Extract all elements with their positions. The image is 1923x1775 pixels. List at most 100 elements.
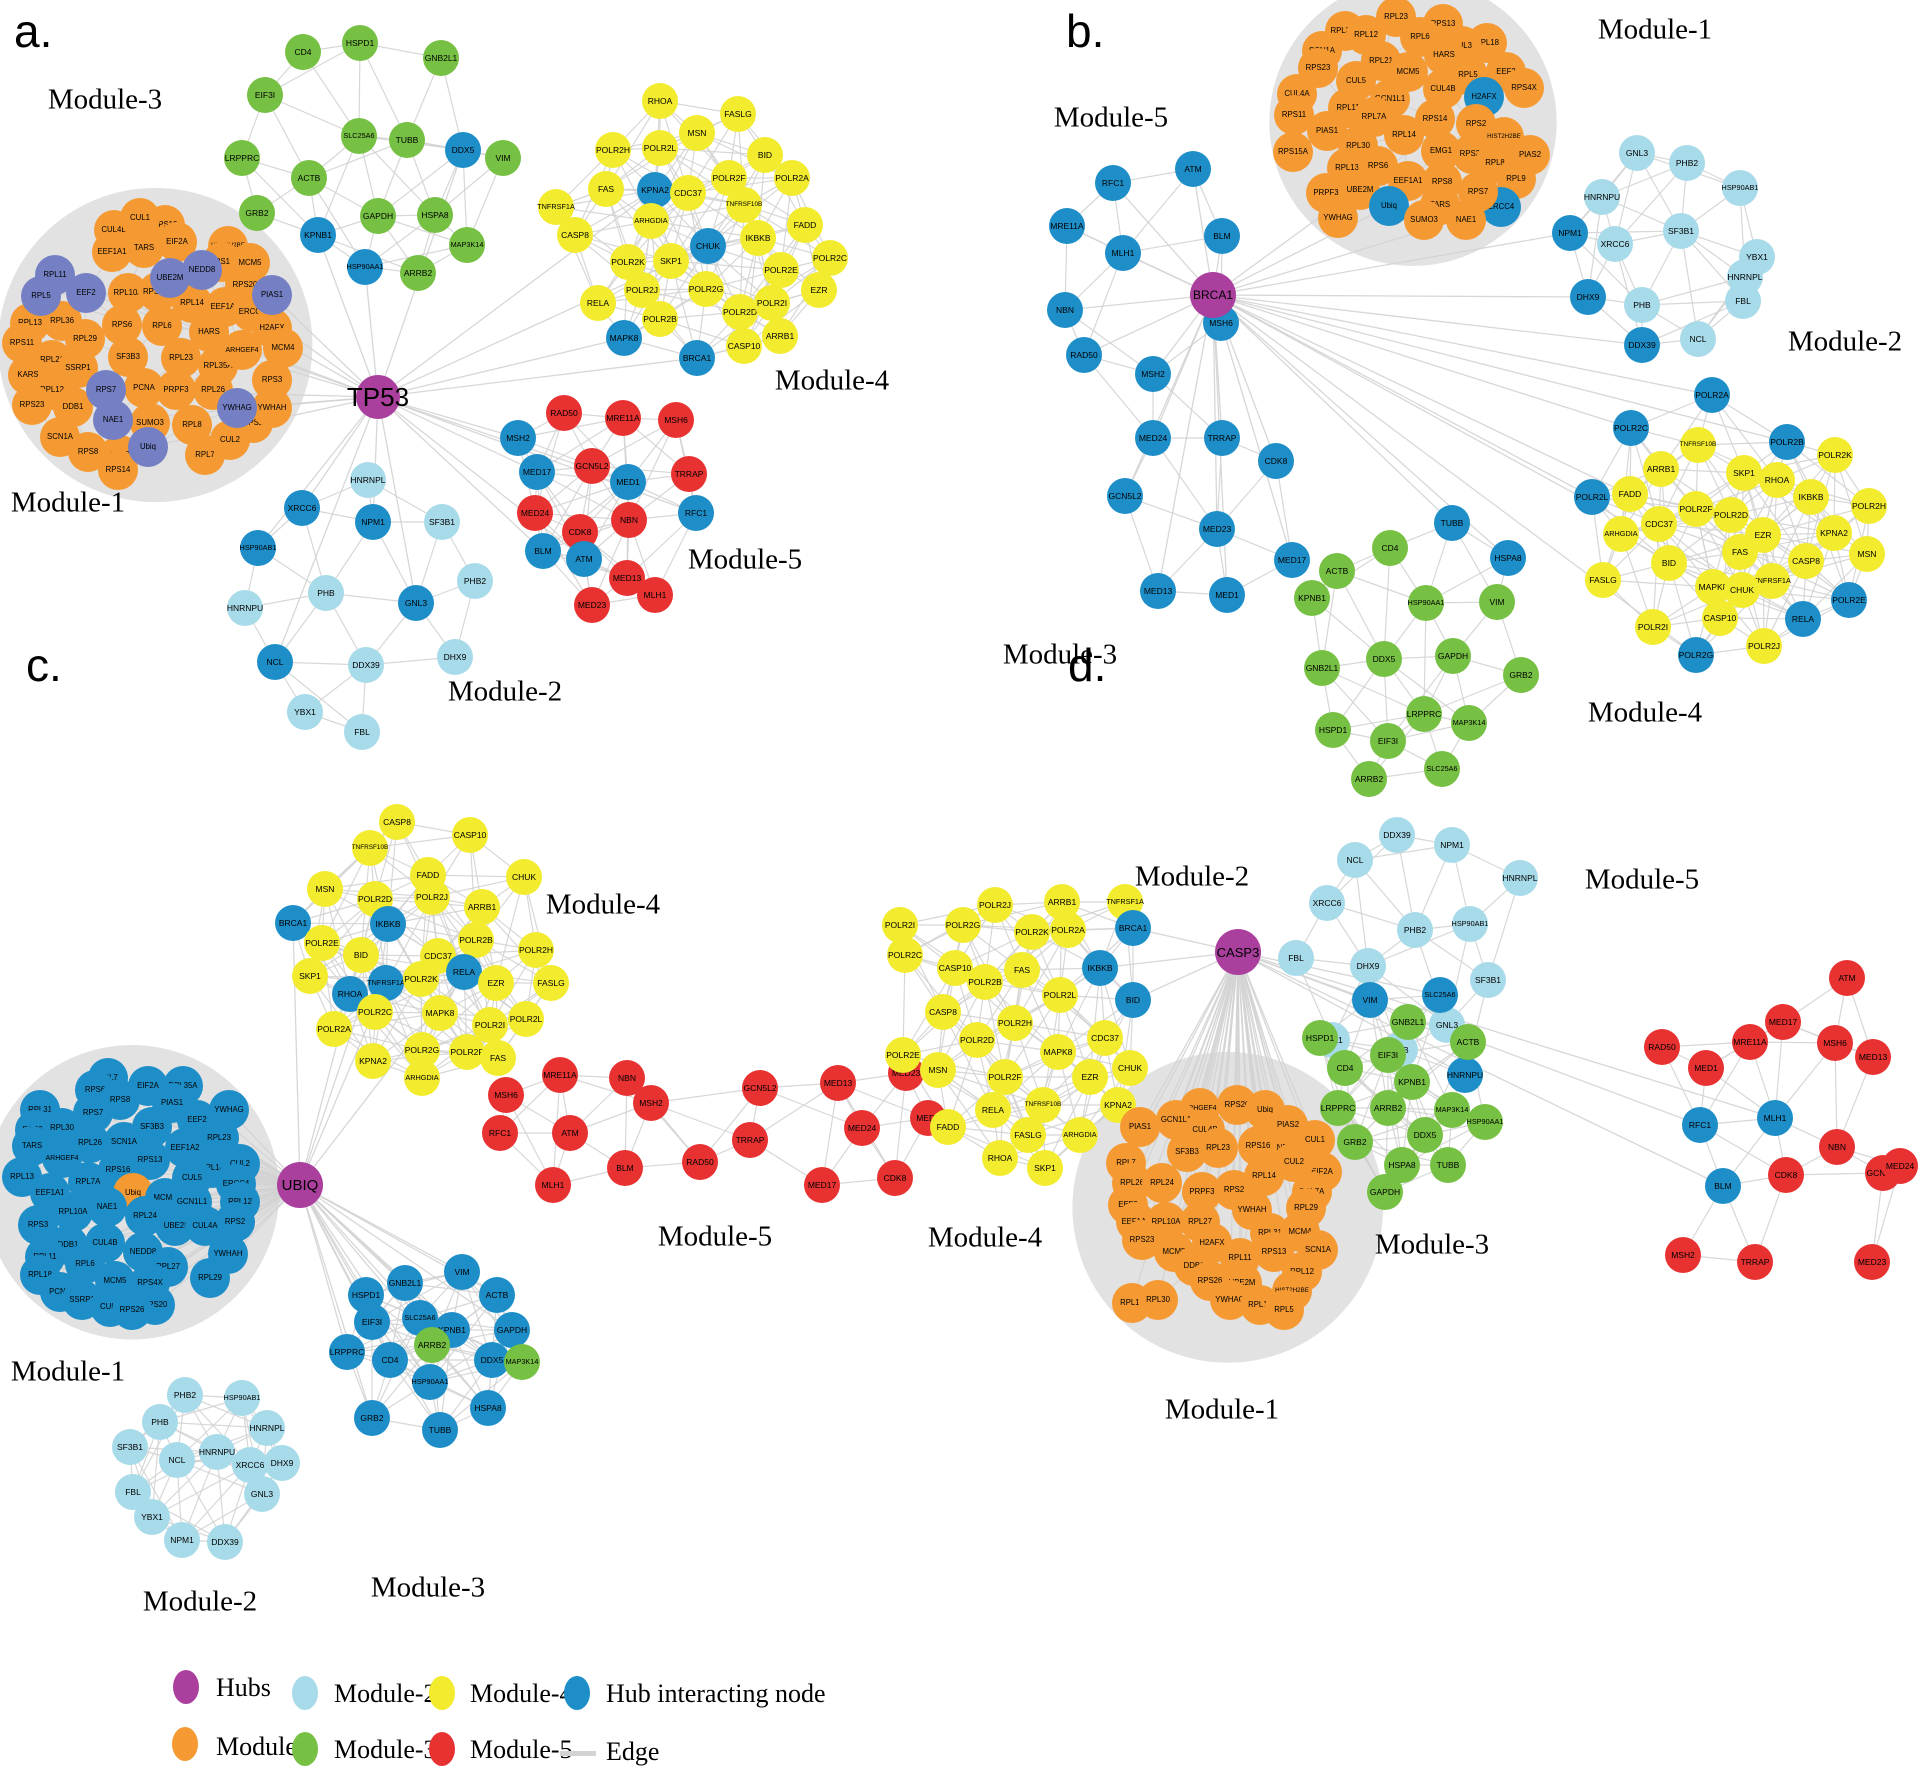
node-ncl: NCL: [257, 644, 293, 680]
node-arrb1: ARRB1: [762, 318, 798, 354]
node-polr2e: POLR2E: [763, 252, 799, 288]
node-mre11a: MRE11A: [1049, 208, 1085, 244]
node-map3k14: MAP3K14: [449, 227, 485, 263]
module-title-b-module-5: Module-5: [1053, 101, 1169, 134]
module-title-d-module-1: Module-1: [1164, 1393, 1280, 1426]
node-med13: MED13: [609, 560, 645, 596]
node-sf3b1: SF3B1: [112, 1429, 148, 1465]
node-med17: MED17: [1765, 1004, 1801, 1040]
node-mapk8: MAPK8: [422, 995, 458, 1031]
node-ncl: NCL: [159, 1442, 195, 1478]
node-med23: MED23: [574, 587, 610, 623]
node-polr2b: POLR2B: [458, 922, 494, 958]
node-blm: BLM: [607, 1150, 643, 1186]
edge: [670, 260, 782, 271]
module-title-b-module-2: Module-2: [1787, 325, 1903, 358]
node-vim: VIM: [485, 140, 521, 176]
node-nbn: NBN: [1819, 1129, 1855, 1165]
node-npm1: NPM1: [1552, 215, 1588, 251]
edge: [1212, 294, 1713, 396]
node-phb2: PHB2: [167, 1377, 203, 1413]
node-dhx9: DHX9: [437, 639, 473, 675]
node-vim: VIM: [444, 1254, 480, 1290]
node-mlh1: MLH1: [1105, 235, 1141, 271]
node-sf3b1: SF3B1: [424, 504, 460, 540]
node-arhgdia: ARHGDIA: [1603, 516, 1639, 552]
module-title-a-module-2: Module-2: [447, 675, 563, 708]
edge: [377, 337, 625, 398]
node-lrpprc: LRPPRC: [224, 140, 260, 176]
node-slc25a6: SLC25A6: [341, 118, 377, 154]
node-polr2c: POLR2C: [1613, 410, 1649, 446]
node-trrap: TRRAP: [1737, 1244, 1773, 1280]
node-trrap: TRRAP: [671, 456, 707, 492]
node-gnl3: GNL3: [244, 1476, 280, 1512]
node-rfc1: RFC1: [678, 495, 714, 531]
node-med23: MED23: [1199, 511, 1235, 547]
node-hnrnpu: HNRNPU: [227, 590, 263, 626]
legend-label-hubs: Hubs: [216, 1673, 271, 1702]
edge: [1112, 182, 1214, 296]
node-gcn5l2: GCN5L2: [574, 448, 610, 484]
node-mre11a: MRE11A: [1732, 1024, 1768, 1060]
node-brca1: BRCA1: [1115, 910, 1151, 946]
node-gapdh: GAPDH: [1367, 1174, 1403, 1210]
edge: [1237, 951, 1441, 996]
module-title-c-module-1: Module-1: [10, 1355, 126, 1388]
node-chuk: CHUK: [690, 228, 726, 264]
edge: [1212, 294, 1453, 524]
node-chuk: CHUK: [506, 859, 542, 895]
node-lrpprc: LRPPRC: [1406, 696, 1442, 732]
module-title-a-module-3: Module-3: [47, 83, 163, 116]
edge: [377, 396, 519, 439]
node-slc25a6: SLC25A6: [1424, 751, 1460, 787]
node-med23: MED23: [1854, 1244, 1890, 1280]
node-mlh1: MLH1: [637, 577, 673, 613]
panel-letter-d: d.: [1068, 639, 1107, 691]
node-rad50: RAD50: [1644, 1029, 1680, 1065]
node-polr2a: POLR2A: [1050, 912, 1086, 948]
panel-letter-a: a.: [14, 5, 53, 57]
node-hsp90ab1: HSP90AB1: [1452, 906, 1488, 942]
node-hspa8: HSPA8: [417, 197, 453, 233]
legend-label-module-4: Module-4: [470, 1679, 573, 1708]
edge: [377, 357, 698, 398]
node-polr2h: POLR2H: [518, 932, 554, 968]
node-xrcc6: XRCC6: [1597, 226, 1633, 262]
node-nbn: NBN: [609, 1060, 645, 1096]
node-med1: MED1: [1209, 577, 1245, 613]
node-bid: BID: [343, 937, 379, 973]
node-xrcc6: XRCC6: [284, 490, 320, 526]
legend-label-module-2: Module-2: [334, 1679, 437, 1708]
edge: [299, 1184, 348, 1353]
node-arhgdia: ARHGDIA: [633, 203, 669, 239]
node-polr2g: POLR2G: [945, 907, 981, 943]
node-msh6: MSH6: [488, 1077, 524, 1113]
node-npm1: NPM1: [355, 504, 391, 540]
node-atm: ATM: [1829, 960, 1865, 996]
edge: [1237, 951, 1316, 1141]
node-mre11a: MRE11A: [605, 400, 641, 436]
node-fadd: FADD: [1612, 476, 1648, 512]
module-title-b-module-4: Module-4: [1587, 696, 1703, 729]
node-npm1: NPM1: [164, 1522, 200, 1558]
node-tubb: TUBB: [422, 1412, 458, 1448]
node-med13: MED13: [1140, 573, 1176, 609]
node-casp8: CASP8: [1788, 543, 1824, 579]
node-hsp90ab1: HSP90AB1: [240, 530, 276, 566]
edge: [1124, 294, 1214, 497]
node-cd4: CD4: [285, 34, 321, 70]
node-trrap: TRRAP: [732, 1122, 768, 1158]
node-gapdh: GAPDH: [360, 198, 396, 234]
node-casp8: CASP8: [379, 804, 415, 840]
node-med24: MED24: [1882, 1148, 1918, 1184]
node-msh2: MSH2: [1135, 356, 1171, 392]
node-arrb2: ARRB2: [1370, 1090, 1406, 1126]
node-rpl23: RPL23: [1198, 1128, 1238, 1168]
node-faslg: FASLG: [533, 965, 569, 1001]
node-rpl5: RPL5: [21, 276, 61, 316]
node-mlh1: MLH1: [535, 1167, 571, 1203]
node-tubb: TUBB: [389, 122, 425, 158]
hub-brca1: BRCA1: [1190, 272, 1236, 318]
edge: [1212, 294, 1697, 656]
